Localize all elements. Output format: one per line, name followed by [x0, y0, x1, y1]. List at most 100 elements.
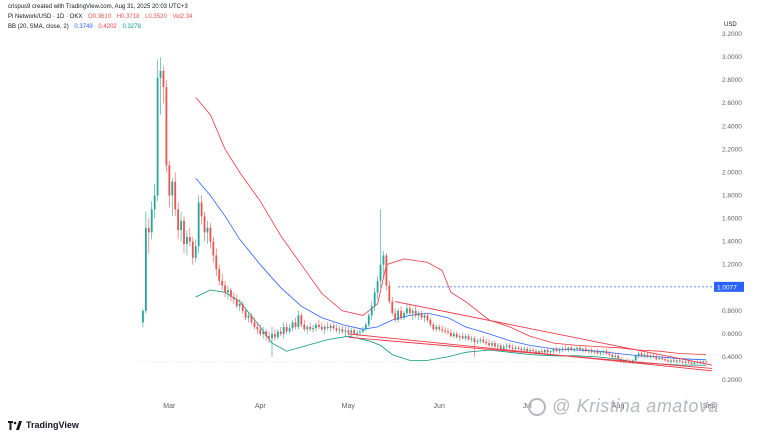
y-tick-label: 3.0000: [722, 54, 742, 61]
candle-body: [593, 351, 596, 353]
candle-body: [359, 331, 361, 333]
price-axis[interactable]: 0.20000.40000.60000.80001.00001.20001.40…: [398, 31, 744, 384]
candle-body: [561, 348, 564, 351]
candle-body: [373, 292, 376, 307]
candle-body: [508, 345, 511, 348]
y-tick-label: 2.6000: [722, 100, 742, 107]
candle-body: [643, 354, 646, 356]
candle-body: [350, 330, 353, 333]
candle-body: [332, 325, 335, 329]
watermark-icon: [528, 397, 546, 416]
candle-body: [476, 340, 479, 342]
candle-body: [370, 306, 373, 316]
candle-body: [511, 347, 514, 349]
candle-body: [388, 285, 391, 302]
candle-body: [538, 351, 540, 354]
candle-body: [306, 326, 309, 330]
candle-body: [687, 361, 690, 363]
candle-body: [655, 356, 658, 360]
candle-body: [159, 70, 162, 78]
time-axis[interactable]: Mar Apr May Jun Jul Aug Sep: [163, 403, 715, 410]
brand-name: TradingView: [26, 420, 79, 430]
candle-body: [614, 355, 617, 357]
candle-body: [165, 87, 168, 166]
candle-body: [517, 347, 520, 349]
candle-body: [156, 77, 159, 196]
currency-label: USD: [724, 22, 737, 28]
candle-body: [479, 339, 482, 341]
candle-body: [543, 350, 546, 353]
candle-body: [447, 331, 449, 333]
candle-body: [356, 332, 358, 334]
candle-body: [153, 195, 156, 210]
y-tick-label: 2.8000: [722, 77, 742, 84]
candle-body: [690, 362, 693, 364]
candle-body: [221, 280, 224, 286]
candle-body: [227, 290, 229, 293]
candle-body: [244, 310, 247, 318]
candle-body: [491, 343, 493, 346]
tradingview-logo[interactable]: TradingView: [8, 420, 79, 430]
candle-body: [256, 326, 259, 330]
candle-body: [142, 310, 144, 323]
candle-body: [335, 328, 338, 331]
y-tick-label: 1.2000: [722, 262, 742, 269]
candle-body: [423, 315, 426, 318]
candle-body: [555, 348, 558, 352]
candle-body: [432, 324, 435, 330]
candle-body: [323, 326, 326, 330]
candle-body: [646, 354, 649, 357]
trendlines: [348, 301, 713, 372]
candle-body: [514, 347, 517, 349]
bb-basis: 0.3749: [74, 24, 93, 30]
candle-body: [414, 310, 417, 316]
symbol-title[interactable]: Pi Network/USD · 1D · OKX: [8, 14, 83, 20]
candle-body: [473, 338, 476, 342]
candle-body: [649, 355, 652, 357]
candlesticks: [142, 57, 708, 366]
candle-body: [455, 333, 458, 338]
x-tick-label: May: [342, 403, 356, 410]
bb-label[interactable]: BB (20, SMA, close, 2): [8, 24, 69, 30]
y-tick-label: 2.0000: [722, 169, 742, 176]
candle-body: [162, 70, 165, 88]
y-tick-label: 0.8000: [722, 308, 742, 315]
candle-body: [282, 326, 285, 334]
x-tick-label: Jun: [434, 403, 445, 410]
candle-body: [276, 331, 279, 338]
y-tick-label: 2.2000: [722, 146, 742, 153]
candle-body: [611, 354, 614, 357]
ohlc-open: O0.3610: [88, 14, 112, 20]
candle-body: [596, 351, 599, 354]
bb-lower: 0.3278: [122, 24, 141, 30]
trendline: [348, 333, 713, 372]
reference-price-label: 1.0077: [717, 284, 737, 291]
candle-body: [379, 264, 382, 281]
candle-body: [212, 241, 215, 256]
candle-body: [552, 348, 555, 352]
y-tick-label: 3.2000: [722, 31, 742, 38]
ohlc-high: H0.3718: [116, 14, 140, 20]
y-tick-label: 2.4000: [722, 123, 742, 130]
candle-body: [502, 346, 505, 349]
candle-body: [576, 347, 578, 349]
candle-body: [570, 347, 573, 351]
candle-body: [505, 345, 508, 347]
y-tick-label: 1.4000: [722, 239, 742, 246]
candle-body: [429, 320, 432, 325]
author-watermark: @ Kristina amatova: [528, 396, 719, 417]
y-tick-label: 0.4000: [722, 354, 742, 361]
candle-body: [584, 348, 587, 352]
candle-body: [634, 355, 637, 361]
candle-body: [382, 255, 385, 265]
trendline: [395, 301, 713, 366]
candle-body: [452, 333, 455, 337]
candle-body: [573, 348, 576, 351]
candle-body: [670, 360, 672, 362]
candle-body: [590, 350, 593, 353]
candle-body: [279, 331, 282, 334]
candle-body: [259, 329, 262, 334]
candle-body: [564, 348, 567, 351]
candle-body: [558, 350, 561, 352]
